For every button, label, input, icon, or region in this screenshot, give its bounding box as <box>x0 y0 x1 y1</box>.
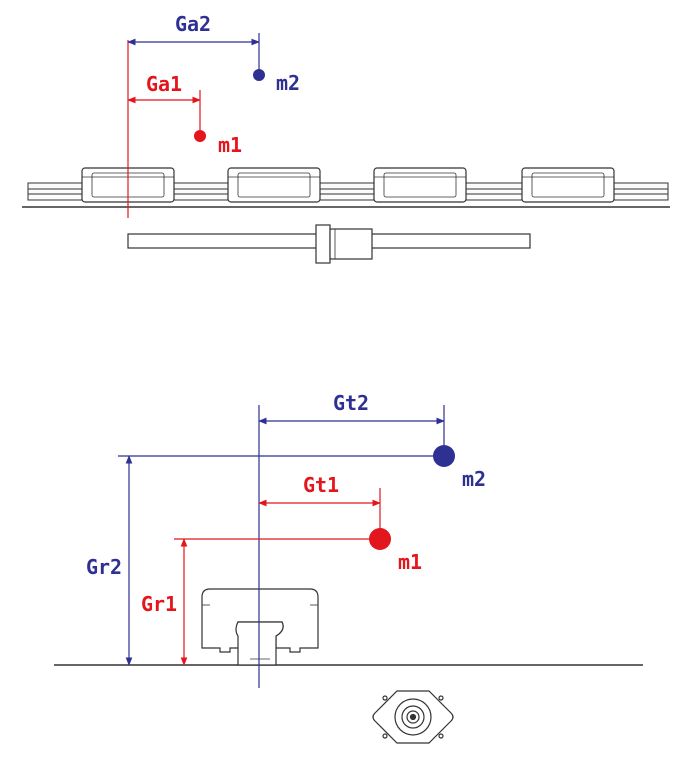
m1-mass-point-top <box>194 130 206 142</box>
carriage-block-4 <box>522 168 614 202</box>
m1-mass-point-front <box>369 528 391 550</box>
m2-label-front: m2 <box>462 467 486 491</box>
m2-label-top: m2 <box>276 71 300 95</box>
front-view: Gt2 Gr2 m2 Gt1 Gr1 m1 <box>54 391 643 743</box>
gr1-label: Gr1 <box>141 592 177 616</box>
ga1-label: Ga1 <box>146 72 182 96</box>
m1-label-front: m1 <box>398 550 422 574</box>
m2-mass-point-top <box>253 69 265 81</box>
carriage-profile <box>202 589 318 665</box>
gr2-label: Gr2 <box>86 555 122 579</box>
ga2-label: Ga2 <box>175 12 211 36</box>
ball-screw-shaft <box>128 225 530 263</box>
gt1-label: Gt1 <box>303 473 339 497</box>
m2-mass-point-front <box>433 445 455 467</box>
carriage-block-3 <box>374 168 466 202</box>
carriage-block-2 <box>228 168 320 202</box>
ball-nut-flange <box>373 691 453 743</box>
top-view: Ga2 m2 Ga1 m1 <box>22 12 670 263</box>
gt2-label: Gt2 <box>333 391 369 415</box>
m1-label-top: m1 <box>218 133 242 157</box>
